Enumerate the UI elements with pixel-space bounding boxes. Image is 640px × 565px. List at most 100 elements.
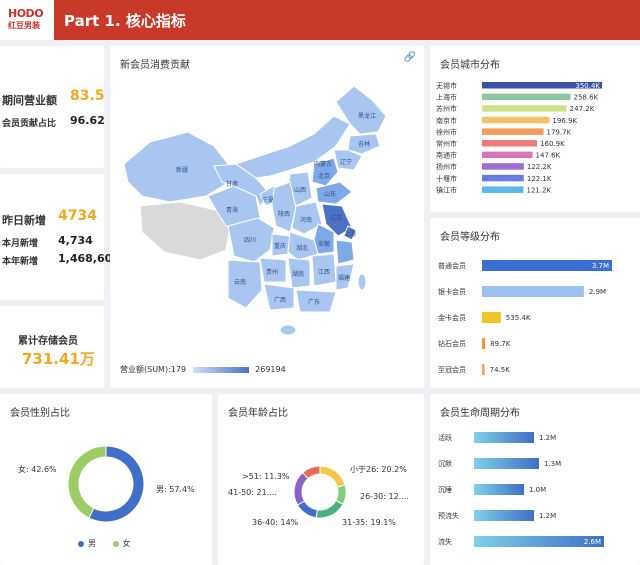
region-fujian [335,263,355,291]
lifecycle-bar [474,432,534,443]
kpi-year-label: 本年新增 [2,257,39,267]
map-legend: 营业额(SUM):179 269194 [120,364,286,375]
gender-card-title: 会员性别占比 [10,408,70,419]
region-inner-mongolia [234,115,351,179]
level-bar [482,312,501,323]
donut-slice [319,465,346,488]
city-bar-value: 122.1K [527,175,552,183]
region-xinjiang [123,131,229,203]
lifecycle-card: 会员生命周期分布 活跃 1.2M 沉默 1.3M 沉睡 1.0M 预流失 1.2M 流失 2.6M [430,394,640,565]
level-bar-name: 金卡会员 [438,313,466,322]
kpi-year-value: 1,468,60 [58,252,113,265]
kpi-ratio-value: 96.62 [70,114,105,127]
donut-slice [293,471,309,506]
region-shanghai [343,225,357,241]
region-shandong [315,181,353,205]
city-bar-value: 350.4K [575,82,600,90]
lifecycle-bar [474,484,524,495]
page-title: Part 1. 核心指标 [64,12,186,30]
region-guizhou [259,257,287,283]
age-card-title: 会员年龄占比 [228,408,288,419]
map-label-yunnan: 云南 [234,278,246,286]
lifecycle-bar-name: 活跃 [438,433,452,442]
gender-card: 会员性别占比 女: 42.6% 男: 57.4% 男 女 [0,394,212,565]
city-bar-value: 122.2K [527,163,552,171]
city-bar-value: 258.6K [574,94,599,102]
region-tibet [139,201,231,261]
map-label-jilin: 吉林 [358,140,370,148]
city-bar-name: 上海市 [436,93,457,102]
city-bar-name: 镇江市 [436,185,457,194]
city-card-title: 会员城市分布 [440,60,500,71]
map-label-inner-mongolia: 内蒙古 [314,160,332,168]
region-heilongjiang [335,85,387,135]
map-label-heilongjiang: 黑龙江 [358,112,376,120]
region-yunnan [227,259,263,309]
lifecycle-bar-value: 1.3M [544,460,561,468]
region-jiangsu [321,203,353,237]
city-bar-name: 常州市 [436,139,457,148]
lifecycle-bar-value: 2.6M [584,538,601,546]
lifecycle-bar-name: 流失 [438,537,452,546]
map-legend-max: 269194 [255,365,286,374]
city-bar [482,163,524,170]
city-bar [482,174,524,182]
city-bar-value: 160.9K [540,140,565,148]
city-bar-value: 179.7K [547,128,572,136]
logo-subtext: 红豆男装 [8,21,40,30]
region-liaoning [333,149,363,171]
legend-female-label: 女 [122,539,131,548]
region-hubei [287,231,319,261]
city-bar [482,151,533,159]
region-hainan [279,324,297,336]
level-bar-name: 至冠会员 [438,365,466,374]
region-taiwan [357,273,367,291]
level-bar-value: 89.7K [490,340,511,348]
map-label-fujian: 福建 [338,274,350,282]
map-legend-label: 营业额(SUM):179 [120,365,187,374]
city-bar-name: 无锡市 [436,81,457,90]
city-bar [482,116,550,124]
kpi-ratio-label: 会员贡献占比 [2,119,57,129]
donut-slice [67,445,107,519]
lifecycle-card-title: 会员生命周期分布 [440,408,520,419]
gender-donut [67,445,145,523]
age-card: 会员年龄占比 >51: 11.3% 41-50: 21.... 36-40: 1… [218,394,424,565]
link-icon[interactable]: 🔗 [403,52,416,63]
level-bar-name: 普通会员 [438,261,466,270]
gender-female-label: 女: 42.6% [18,465,57,474]
city-bar [482,82,602,89]
city-bar [482,128,544,135]
level-bar-name: 银卡会员 [438,287,466,296]
legend-male-label: 男 [88,539,96,548]
map-label-guangdong: 广东 [308,298,320,306]
map-label-xinjiang: 新疆 [176,166,188,174]
map-label-gansu: 甘肃 [226,180,238,188]
map-label-liaoning: 辽宁 [340,158,352,166]
lifecycle-bar-chart: 活跃 1.2M 沉默 1.3M 沉睡 1.0M 预流失 1.2M 流失 2.6M [438,432,604,547]
level-card-title: 会员等级分布 [440,232,500,243]
age-label-26: 小于26: 20.2% [350,465,407,474]
city-bar-value: 196.9K [552,117,577,125]
region-henan [291,201,323,235]
kpi-yesterday-label: 昨日新增 [2,214,46,227]
map-label-qinghai: 青海 [226,206,238,214]
city-bar-value: 121.2K [527,186,552,194]
lifecycle-bar [474,536,604,547]
map-label-henan: 河南 [300,216,312,224]
brand-logo: HODO 红豆男装 [8,7,48,33]
header: HODO 红豆男装 Part 1. 核心指标 [0,0,640,40]
city-bar [482,186,524,193]
lifecycle-bar [474,510,534,521]
city-bar-chart: 无锡市 350.4K 上海市 258.6K 苏州市 247.2K 南京市 196.9K 徐州市 1… [436,81,602,194]
lifecycle-bar-name: 沉睡 [438,486,452,494]
title-bar: Part 1. 核心指标 [54,0,640,40]
kpi-total-label: 累计存储会员 [18,336,78,347]
region-hunan [287,257,311,289]
gender-legend: 男 女 [78,538,131,549]
donut-slice [315,499,344,519]
level-bar [482,364,485,375]
city-bar-name: 十堰市 [436,174,457,183]
region-guangdong [295,289,337,313]
city-bar-name: 南通市 [436,151,457,160]
